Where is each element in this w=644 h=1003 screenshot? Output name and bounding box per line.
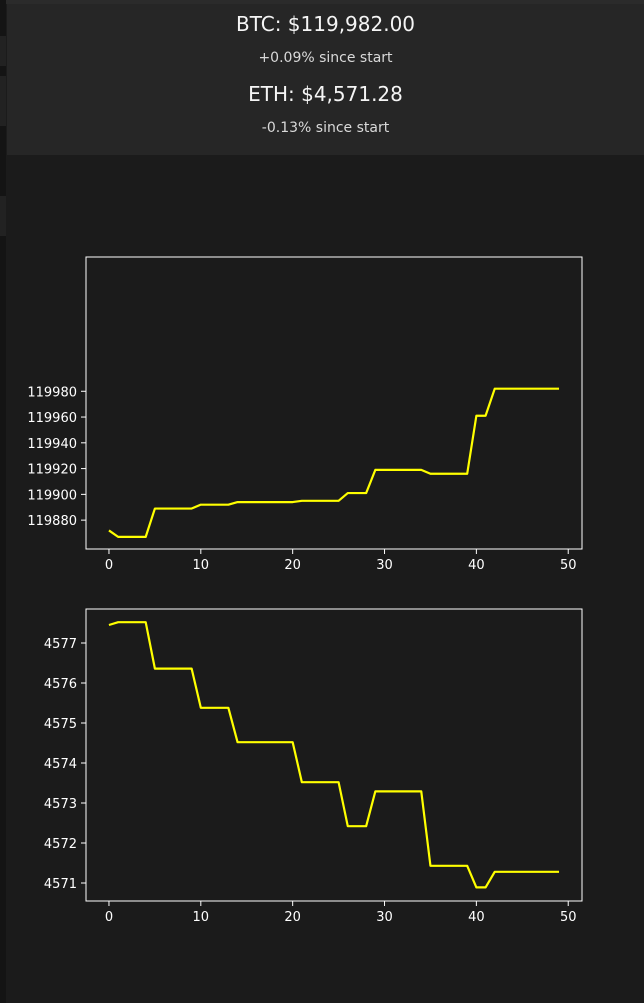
btc-chart: 0 10 20 30 40 50 119880 119900 119920 119940 11996… bbox=[0, 240, 644, 580]
eth-plot-frame bbox=[85, 608, 583, 902]
btc-y-tick-label: 119920 bbox=[27, 463, 77, 478]
btc-y-tick-label: 119940 bbox=[27, 437, 77, 452]
eth-x-tick-label: 40 bbox=[468, 910, 485, 925]
eth-price-line bbox=[108, 621, 560, 889]
eth-change: -0.13% since start bbox=[261, 120, 390, 136]
btc-y-tick-label: 119900 bbox=[27, 488, 77, 503]
btc-price: BTC: $119,982.00 bbox=[235, 12, 416, 36]
eth-x-tick-label: 50 bbox=[560, 910, 577, 925]
left-edge-segment bbox=[0, 36, 6, 66]
eth-y-tick-label: 4574 bbox=[44, 757, 77, 772]
btc-x-tick-label: 50 bbox=[560, 558, 577, 573]
left-edge-segment bbox=[0, 76, 6, 126]
btc-plot-frame bbox=[85, 256, 583, 550]
btc-x-tick-label: 0 bbox=[105, 558, 113, 573]
btc-y-tick-label: 119960 bbox=[27, 411, 77, 426]
eth-y-tick-label: 4573 bbox=[44, 797, 77, 812]
btc-chart-svg: 0 10 20 30 40 50 119880 119900 119920 119940 11996… bbox=[27, 256, 583, 573]
btc-y-tick-label: 119980 bbox=[27, 385, 77, 400]
eth-y-tick-label: 4572 bbox=[44, 837, 77, 852]
eth-price: ETH: $4,571.28 bbox=[248, 82, 403, 106]
btc-x-tick-label: 40 bbox=[468, 558, 485, 573]
eth-x-tick-label: 0 bbox=[105, 910, 113, 925]
eth-y-tick-label: 4576 bbox=[44, 677, 77, 692]
ticker-header: BTC: $119,982.00 +0.09% since start ETH:… bbox=[7, 4, 644, 155]
eth-y-tick-label: 4571 bbox=[44, 877, 77, 892]
left-edge-segment bbox=[0, 196, 6, 236]
eth-y-tick-label: 4577 bbox=[44, 637, 77, 652]
eth-x-tick-label: 30 bbox=[376, 910, 393, 925]
eth-chart: 0 10 20 30 40 50 4571 4572 4573 4574 4575 4576 4577 bbox=[0, 592, 644, 932]
btc-price-line bbox=[108, 387, 560, 538]
btc-x-tick-label: 20 bbox=[284, 558, 301, 573]
btc-x-tick-label: 30 bbox=[376, 558, 393, 573]
eth-chart-svg: 0 10 20 30 40 50 4571 4572 4573 4574 4575 4576 4577 bbox=[44, 608, 583, 925]
btc-change: +0.09% since start bbox=[258, 50, 393, 66]
window-top-strip bbox=[0, 0, 644, 4]
btc-y-tick-label: 119880 bbox=[27, 514, 77, 529]
eth-x-tick-label: 10 bbox=[193, 910, 210, 925]
eth-y-tick-label: 4575 bbox=[44, 717, 77, 732]
btc-x-tick-label: 10 bbox=[193, 558, 210, 573]
eth-x-tick-label: 20 bbox=[284, 910, 301, 925]
left-edge-bar bbox=[0, 0, 6, 1003]
